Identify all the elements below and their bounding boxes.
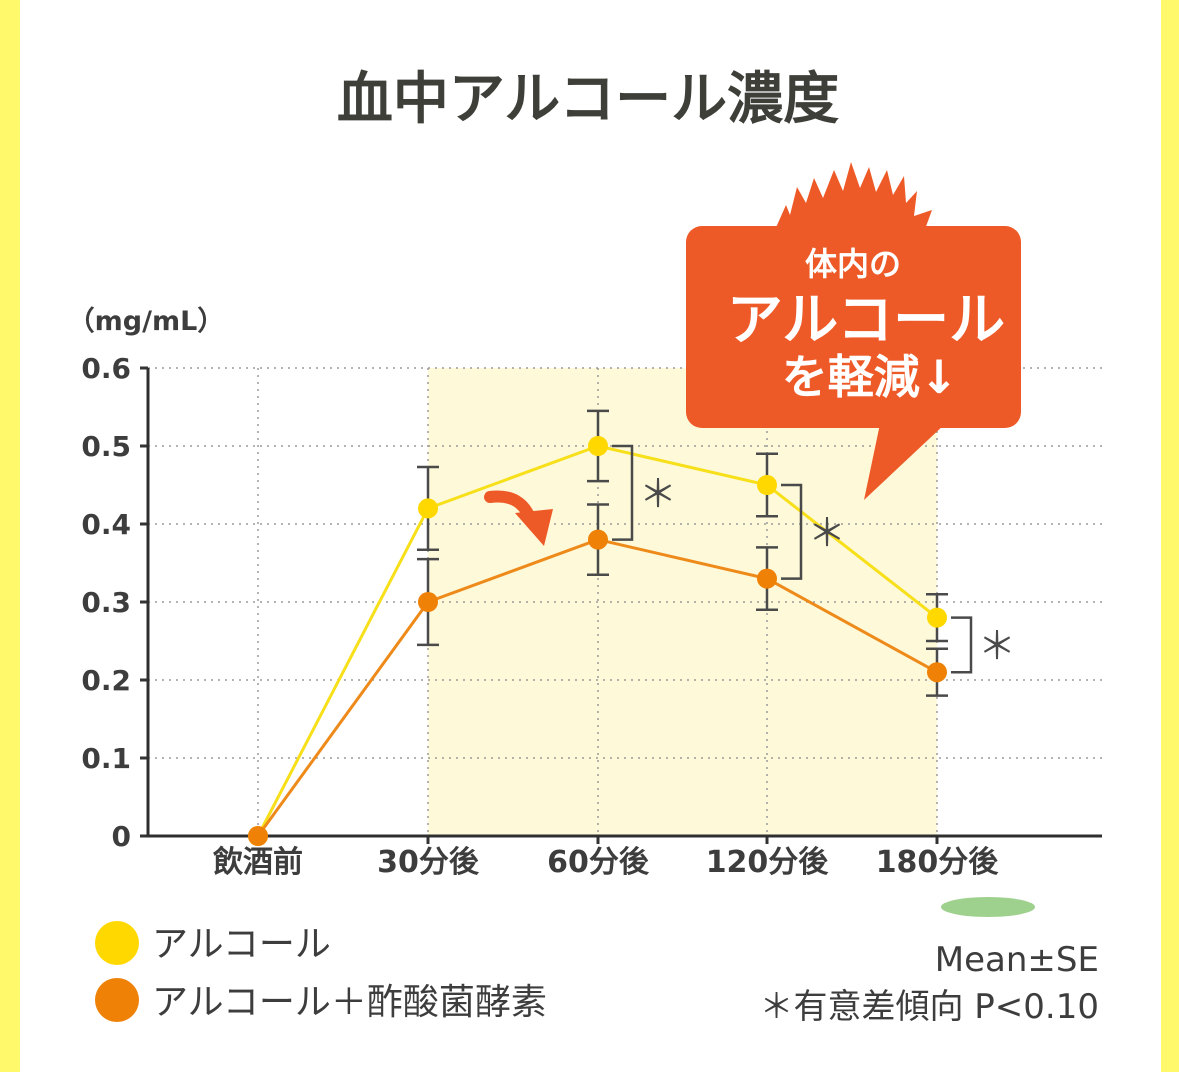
y-tick-label: 0.4 <box>81 508 131 541</box>
legend-label-enzyme: アルコール＋酢酸菌酵素 <box>152 982 547 1023</box>
significance-bracket <box>951 616 973 674</box>
data-point-2 <box>927 662 947 683</box>
y-tick-label: 0.1 <box>81 742 131 775</box>
x-tick-label: 120分後 <box>706 845 830 880</box>
callout-pointer <box>864 424 945 500</box>
data-point-2 <box>757 568 777 589</box>
shaded-region <box>428 368 937 836</box>
significance-bracket <box>612 444 634 541</box>
data-point-2 <box>588 529 608 550</box>
legend-marker-enzyme <box>95 978 139 1022</box>
y-tick-label: 0.5 <box>81 430 131 463</box>
chart: 血中アルコール濃度 （mg/mL） 0.6 0.5 0.4 0.3 0.2 0.1 0 飲酒前… <box>68 67 1102 1027</box>
legend-marker-alcohol <box>95 921 139 965</box>
mean-se-note: Mean±SE <box>935 940 1099 980</box>
data-point-1 <box>757 475 777 495</box>
significance-asterisk: ＊ <box>978 624 1016 668</box>
callout-line3: を軽減↓ <box>782 350 959 404</box>
significance-asterisk: ＊ <box>639 472 677 516</box>
callout-line1: 体内の <box>805 245 901 283</box>
callout-badge: 体内の アルコール を軽減↓ <box>686 162 1021 500</box>
data-point-1 <box>588 436 608 456</box>
decrease-arrow-head <box>515 509 553 546</box>
significance-note: ＊有意差傾向 P<0.10 <box>759 987 1099 1027</box>
green-brush-mark <box>941 897 1035 917</box>
data-point-1 <box>418 498 438 519</box>
legend-label-alcohol: アルコール <box>152 924 331 965</box>
y-tick-label: 0 <box>112 820 131 853</box>
x-tick-label: 飲酒前 <box>213 845 303 880</box>
data-point-2 <box>248 826 268 846</box>
callout-line2: アルコール <box>727 288 1005 353</box>
y-tick-label: 0.6 <box>81 352 131 385</box>
data-point-2 <box>418 592 438 612</box>
callout-box <box>686 226 1021 428</box>
chart-title: 血中アルコール濃度 <box>337 67 839 132</box>
y-tick-label: 0.2 <box>81 664 131 697</box>
x-tick-label: 30分後 <box>377 845 480 880</box>
significance-asterisk: ＊ <box>808 511 846 555</box>
y-tick-label: 0.3 <box>81 586 131 619</box>
unit-label: （mg/mL） <box>68 306 225 337</box>
data-point-1 <box>927 607 947 628</box>
significance-bracket <box>781 483 803 580</box>
x-tick-label: 180分後 <box>876 845 1000 880</box>
x-tick-label: 60分後 <box>547 845 650 880</box>
callout-burst-shape <box>774 162 932 232</box>
legend: アルコール アルコール＋酢酸菌酵素 <box>95 921 547 1023</box>
